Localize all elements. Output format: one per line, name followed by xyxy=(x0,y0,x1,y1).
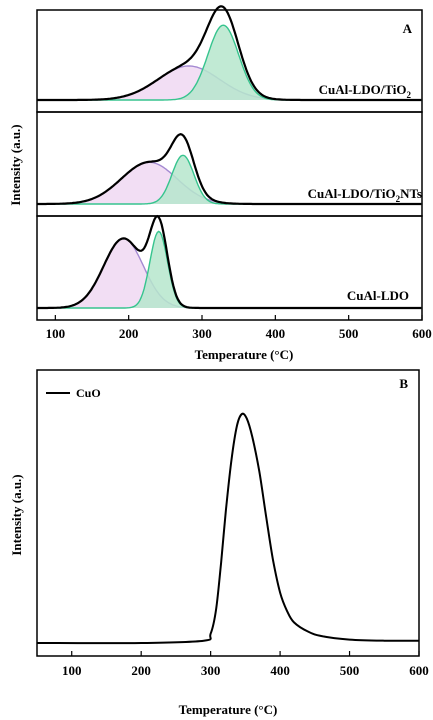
panel-a-x-tick-label-200: 200 xyxy=(119,326,139,341)
panel-b-legend: CuO xyxy=(46,386,101,400)
panel-a-x-tick-label-300: 300 xyxy=(192,326,212,341)
panel-b-curves xyxy=(36,412,420,645)
panel-b-x-axis-label: Temperature (°C) xyxy=(179,702,278,717)
panel-b-label: B xyxy=(399,376,408,391)
panel-b-x-tick-label-500: 500 xyxy=(340,663,360,678)
panel-b-frame xyxy=(36,369,420,657)
panel-a-curves xyxy=(37,5,422,310)
panel-b-x-tick-label-100: 100 xyxy=(62,663,82,678)
panel-a-2-total-curve xyxy=(37,214,422,310)
panel-a: 100 200 300 400 500 600 A CuAl-LDO/TiO2 CuAl-… xyxy=(8,5,432,362)
panel-b-x-tick-label-600: 600 xyxy=(409,663,429,678)
panel-b-series-cuo-line xyxy=(36,412,420,645)
panel-a-x-ticks: 100 200 300 400 500 600 xyxy=(46,315,432,341)
panel-b-y-axis-label: Intensity (a.u.) xyxy=(9,474,24,555)
panel-a-2-peak-0-fill xyxy=(37,238,422,308)
panel-a-x-tick-label-100: 100 xyxy=(46,326,66,341)
panel-a-0-peak-1-fill xyxy=(37,25,422,101)
panel-a-1-peak-0-fill xyxy=(37,162,422,204)
sample-label-cual-ldo: CuAl-LDO xyxy=(347,288,409,303)
panel-b-x-ticks: 100 200 300 400 500 600 xyxy=(62,651,429,678)
panel-a-subpanel-2-frame xyxy=(36,215,423,321)
panel-a-label: A xyxy=(403,21,413,36)
panel-b-x-tick-label-200: 200 xyxy=(131,663,151,678)
panel-a-1-total-curve xyxy=(37,133,422,206)
panel-a-x-tick-label-400: 400 xyxy=(266,326,286,341)
panel-b-x-tick-label-300: 300 xyxy=(201,663,221,678)
legend-text-cuo: CuO xyxy=(76,386,101,400)
panel-a-x-axis-label: Temperature (°C) xyxy=(195,347,294,362)
panel-a-x-tick-label-600: 600 xyxy=(412,326,432,341)
panel-b: 100 200 300 400 500 600 B CuO Intensity (a.u.… xyxy=(9,369,429,717)
panel-a-x-tick-label-500: 500 xyxy=(339,326,359,341)
panel-a-y-axis-label: Intensity (a.u.) xyxy=(8,124,23,205)
panel-b-x-tick-label-400: 400 xyxy=(270,663,290,678)
sample-label-cual-ldo-tio2nts: CuAl-LDO/TiO2NTs xyxy=(308,186,422,204)
panel-a-0-total-curve xyxy=(37,5,422,102)
sample-label-cual-ldo-tio2: CuAl-LDO/TiO2 xyxy=(319,82,412,100)
panel-a-frames xyxy=(36,9,423,321)
